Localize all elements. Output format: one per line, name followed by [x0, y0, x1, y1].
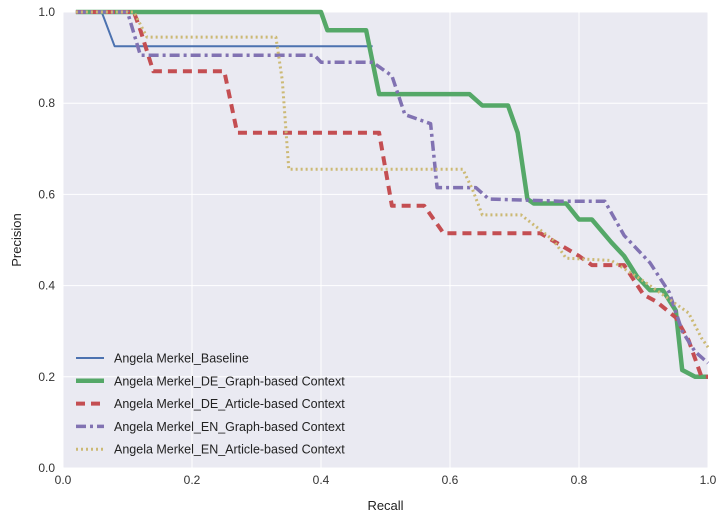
legend: Angela Merkel_Baseline Angela Merkel_DE_G…: [76, 352, 345, 457]
legend-label: Angela Merkel_Baseline: [114, 352, 249, 366]
x-tick-label: 1.0: [700, 473, 717, 487]
series-line-3: [75, 10, 708, 379]
x-axis-label: Recall: [367, 498, 403, 513]
x-tick-label: 0.2: [184, 473, 201, 487]
y-tick-label: 0.2: [38, 370, 55, 384]
y-tick-labels: 0.0 0.2 0.4 0.6 0.8 1.0: [38, 5, 55, 475]
series-lines: [75, 9, 710, 380]
grid: [62, 11, 709, 469]
y-tick-label: 0.0: [38, 461, 55, 475]
plot-area: [63, 12, 708, 468]
y-tick-label: 0.8: [38, 96, 55, 110]
x-tick-label: 0.4: [313, 473, 330, 487]
legend-label: Angela Merkel_EN_Article-based Context: [114, 443, 345, 457]
y-tick-label: 0.6: [38, 187, 55, 201]
y-tick-label: 1.0: [38, 5, 55, 19]
legend-label: Angela Merkel_EN_Graph-based Context: [114, 420, 345, 434]
y-tick-label: 0.4: [38, 279, 55, 293]
legend-label: Angela Merkel_DE_Graph-based Context: [114, 374, 345, 388]
x-tick-label: 0.6: [442, 473, 459, 487]
legend-label: Angela Merkel_DE_Article-based Context: [114, 397, 345, 411]
x-tick-label: 0.8: [571, 473, 588, 487]
y-axis-label: Precision: [9, 213, 24, 266]
x-tick-label: 0.0: [55, 473, 72, 487]
series-line-5: [75, 10, 710, 349]
x-tick-labels: 0.0 0.2 0.4 0.6 0.8 1.0: [55, 473, 717, 487]
series-line-4: [75, 10, 710, 365]
